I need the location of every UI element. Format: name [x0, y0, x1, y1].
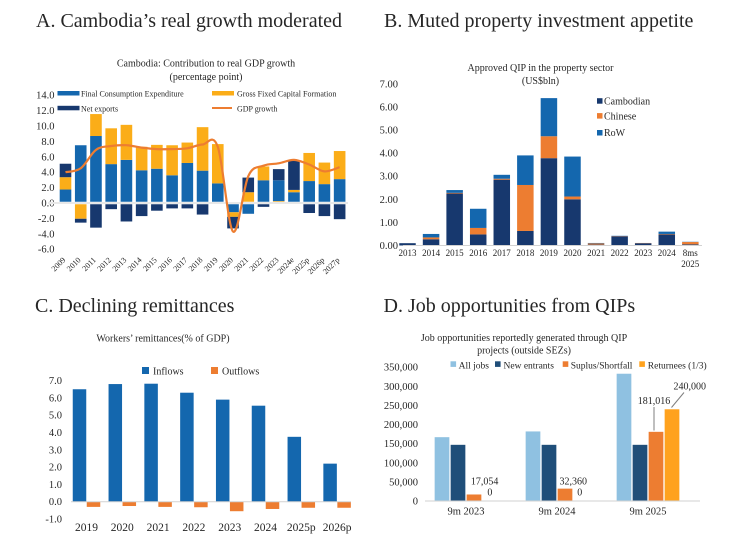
svg-text:50,000: 50,000: [389, 477, 418, 488]
svg-text:All jobs: All jobs: [459, 362, 490, 372]
svg-text:8.0: 8.0: [41, 137, 54, 148]
svg-text:2021: 2021: [587, 248, 605, 258]
svg-text:2019: 2019: [540, 248, 559, 258]
svg-text:0: 0: [413, 497, 418, 508]
svg-text:Cambodia: Contribution to real: Cambodia: Contribution to real GDP growt…: [117, 59, 295, 70]
svg-text:C. Declining remittances: C. Declining remittances: [35, 295, 235, 317]
svg-text:2020: 2020: [111, 522, 134, 534]
svg-text:2.00: 2.00: [380, 195, 398, 206]
svg-text:3.0: 3.0: [49, 445, 62, 456]
svg-text:B. Muted property investment a: B. Muted property investment appetite: [384, 10, 693, 32]
svg-text:250,000: 250,000: [384, 401, 418, 412]
svg-text:6.0: 6.0: [49, 393, 62, 404]
svg-text:-1.0: -1.0: [45, 515, 62, 526]
svg-text:150,000: 150,000: [384, 439, 418, 450]
svg-text:RoW: RoW: [604, 128, 626, 139]
svg-text:240,000: 240,000: [674, 382, 707, 393]
svg-text:14.0: 14.0: [36, 91, 54, 102]
svg-text:8ms: 8ms: [683, 248, 699, 258]
svg-text:2024: 2024: [254, 522, 277, 534]
svg-text:9m 2024: 9m 2024: [538, 507, 576, 518]
svg-text:0.0: 0.0: [49, 497, 62, 508]
svg-text:GDP growth: GDP growth: [237, 104, 277, 113]
svg-text:4.0: 4.0: [49, 428, 62, 439]
svg-text:1.00: 1.00: [380, 218, 398, 229]
svg-text:2025: 2025: [681, 259, 700, 269]
svg-text:12.0: 12.0: [36, 106, 54, 117]
svg-text:2014: 2014: [422, 248, 441, 258]
svg-text:-2.0: -2.0: [38, 214, 55, 225]
svg-text:2023: 2023: [218, 522, 241, 534]
svg-text:32,360: 32,360: [560, 477, 588, 488]
svg-text:Approved QIP in the property s: Approved QIP in the property sector: [468, 63, 615, 74]
svg-text:2025p: 2025p: [287, 522, 316, 534]
svg-text:100,000: 100,000: [384, 458, 418, 469]
svg-text:A. Cambodia’s real growth mode: A. Cambodia’s real growth moderated: [36, 10, 342, 32]
svg-text:2018: 2018: [516, 248, 535, 258]
svg-text:Net exports: Net exports: [81, 104, 118, 113]
svg-text:10.0: 10.0: [36, 122, 54, 133]
svg-text:2021: 2021: [147, 522, 170, 534]
svg-text:7.0: 7.0: [49, 376, 62, 387]
svg-text:0.00: 0.00: [380, 241, 398, 252]
svg-text:9m 2023: 9m 2023: [447, 507, 484, 518]
svg-text:-6.0: -6.0: [38, 245, 55, 256]
svg-text:350,000: 350,000: [384, 363, 418, 374]
svg-text:9m 2025: 9m 2025: [629, 507, 666, 518]
svg-text:2024: 2024: [658, 248, 677, 258]
svg-text:300,000: 300,000: [384, 382, 418, 393]
svg-text:5.00: 5.00: [380, 126, 398, 137]
svg-text:0: 0: [487, 488, 492, 499]
svg-text:Chinese: Chinese: [604, 111, 637, 122]
svg-text:2023: 2023: [634, 248, 653, 258]
svg-text:Workers’ remittances(% of GDP): Workers’ remittances(% of GDP): [96, 334, 229, 345]
svg-text:4.0: 4.0: [41, 168, 54, 179]
svg-text:181,016: 181,016: [638, 396, 671, 407]
svg-text:0: 0: [577, 488, 582, 499]
svg-text:17,054: 17,054: [471, 477, 499, 488]
svg-text:2.0: 2.0: [41, 183, 54, 194]
svg-text:Job opportunities reportedly g: Job opportunities reportedly generated t…: [421, 333, 628, 344]
svg-text:200,000: 200,000: [384, 420, 418, 431]
svg-text:2019: 2019: [75, 522, 98, 534]
svg-text:2013: 2013: [399, 248, 418, 258]
svg-text:2022: 2022: [182, 522, 205, 534]
svg-text:Gross Fixed Capital Formation: Gross Fixed Capital Formation: [237, 90, 336, 99]
svg-text:2.0: 2.0: [49, 463, 62, 474]
svg-text:Inflows: Inflows: [153, 367, 184, 378]
svg-text:6.0: 6.0: [41, 152, 54, 163]
svg-text:(US$bln): (US$bln): [522, 76, 559, 87]
svg-text:2026p: 2026p: [323, 522, 352, 534]
svg-text:2020: 2020: [564, 248, 583, 258]
svg-text:D. Job opportunities from QIPs: D. Job opportunities from QIPs: [384, 295, 636, 317]
svg-text:6.00: 6.00: [380, 102, 398, 113]
svg-text:Final Consumption Expenditure: Final Consumption Expenditure: [81, 90, 184, 99]
svg-text:New entrants: New entrants: [504, 362, 555, 372]
svg-text:3.00: 3.00: [380, 172, 398, 183]
svg-text:projects (outside SEZs): projects (outside SEZs): [477, 346, 571, 357]
svg-text:Cambodian: Cambodian: [604, 96, 650, 107]
svg-text:Outflows: Outflows: [222, 367, 259, 378]
svg-text:(percentage point): (percentage point): [169, 72, 242, 83]
svg-text:4.00: 4.00: [380, 149, 398, 160]
svg-text:2017: 2017: [493, 248, 512, 258]
svg-text:1.0: 1.0: [49, 480, 62, 491]
svg-text:Suplus/Shortfall: Suplus/Shortfall: [571, 361, 633, 372]
svg-text:2015: 2015: [446, 248, 465, 258]
svg-text:5.0: 5.0: [49, 411, 62, 422]
svg-text:2022: 2022: [611, 248, 629, 258]
svg-text:Returnees (1/3): Returnees (1/3): [648, 361, 707, 372]
svg-text:-4.0: -4.0: [38, 229, 55, 240]
svg-text:7.00: 7.00: [380, 79, 398, 90]
svg-text:2016: 2016: [469, 248, 488, 258]
